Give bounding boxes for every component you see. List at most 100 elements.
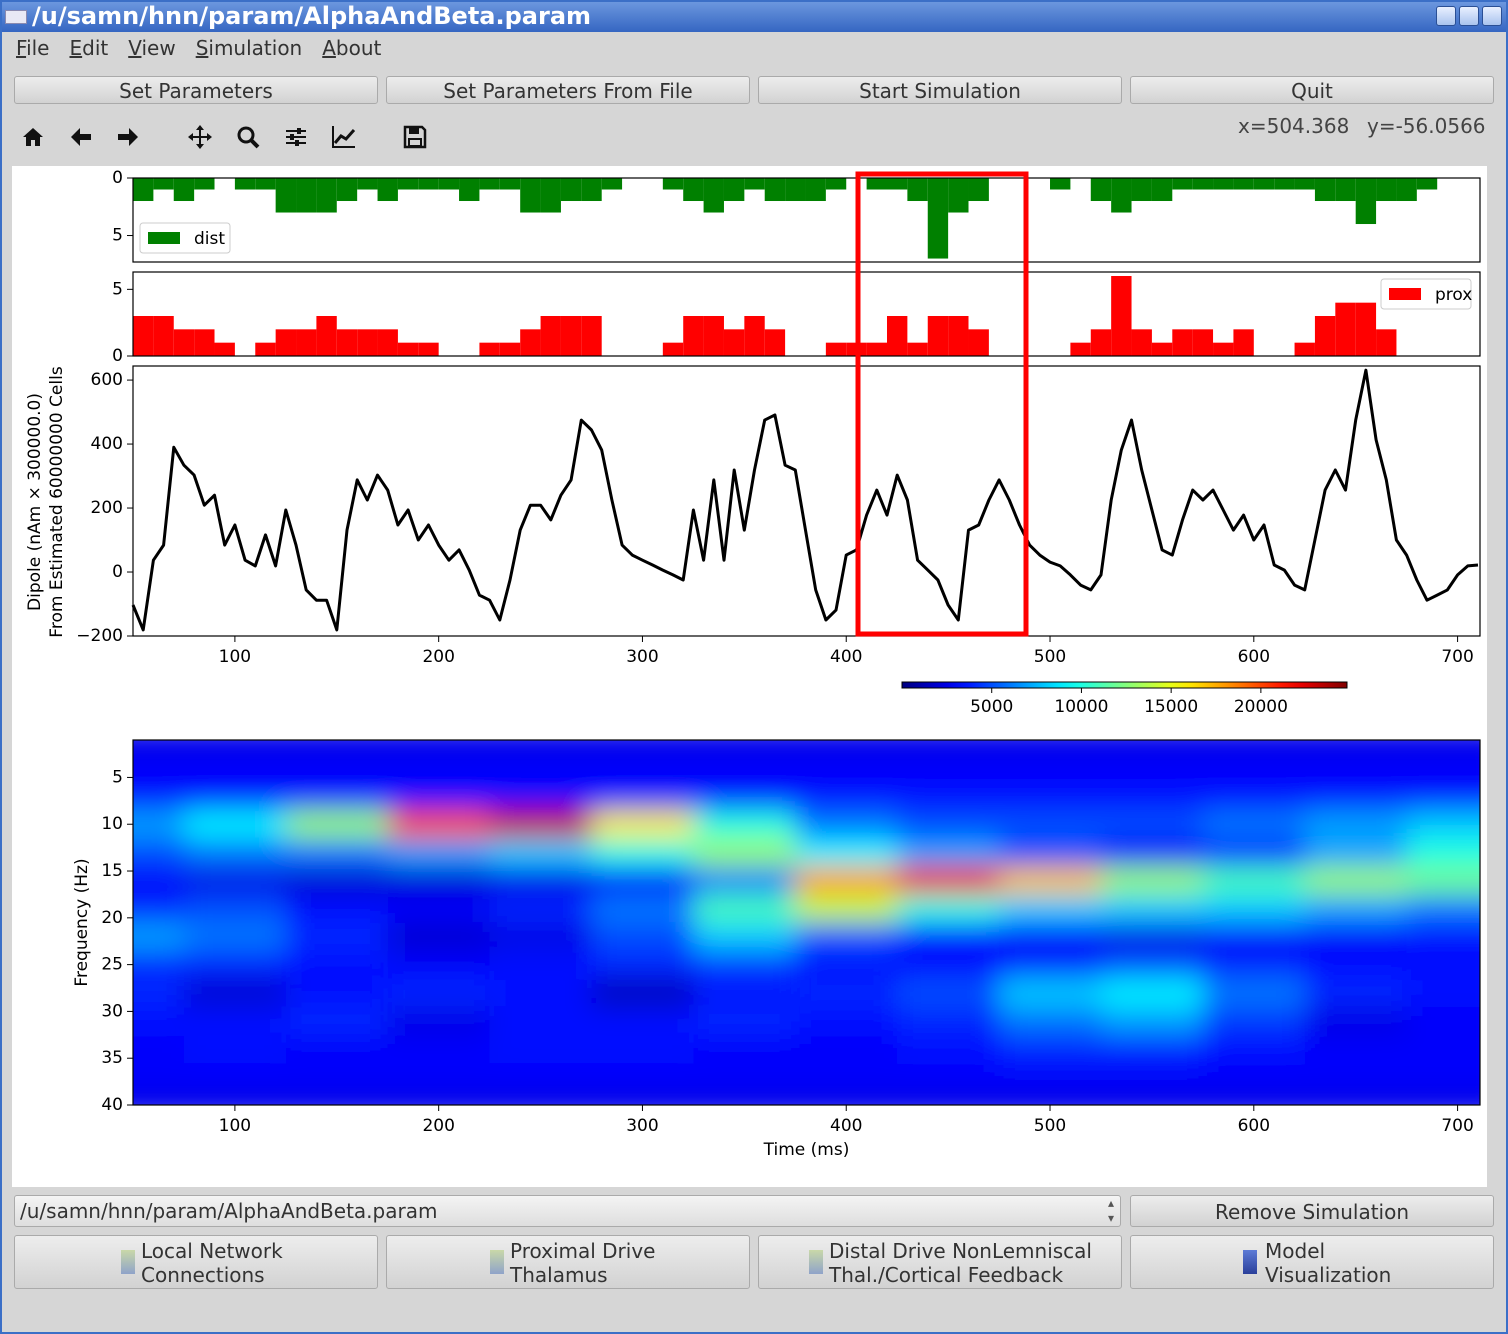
heatmap-cell bbox=[183, 1062, 287, 1092]
heatmap-cell bbox=[489, 1062, 593, 1092]
menu-item[interactable]: About bbox=[322, 36, 382, 60]
heatmap-cell bbox=[591, 1062, 694, 1092]
heatmap-cell bbox=[1304, 1062, 1408, 1092]
legend-swatch bbox=[148, 232, 180, 244]
heatmap-cell bbox=[693, 810, 796, 839]
heatmap-cell bbox=[183, 978, 287, 1008]
heatmap-cell bbox=[1304, 1006, 1408, 1036]
close-button[interactable] bbox=[1482, 6, 1502, 26]
configure-tool[interactable] bbox=[281, 122, 311, 152]
heatmap-cell bbox=[387, 782, 491, 811]
heatmap-cell bbox=[1406, 894, 1480, 923]
heatmap-cell bbox=[1100, 894, 1204, 923]
x-tick-label: 400 bbox=[830, 1116, 862, 1136]
heatmap-cell bbox=[387, 1034, 491, 1064]
heatmap-cell bbox=[591, 740, 694, 755]
heatmap-cell bbox=[1304, 740, 1408, 755]
menu-item[interactable]: File bbox=[16, 36, 50, 60]
bar bbox=[275, 329, 297, 356]
heatmap-cell bbox=[1100, 838, 1204, 867]
bar bbox=[234, 178, 256, 190]
panel-button[interactable]: Proximal Drive Thalamus bbox=[386, 1235, 750, 1289]
button[interactable]: Quit bbox=[1130, 76, 1494, 104]
maximize-button[interactable] bbox=[1459, 6, 1479, 26]
panel-button[interactable]: Local Network Connections bbox=[14, 1235, 378, 1289]
panel-label-line: Proximal Drive bbox=[510, 1239, 656, 1263]
y-tick-label: 200 bbox=[91, 498, 123, 518]
panel-label-line: Thal./Cortical Feedback bbox=[829, 1263, 1064, 1287]
heatmap-cell bbox=[1304, 866, 1408, 895]
heatmap-cell bbox=[897, 1034, 1000, 1064]
y-axis-label: From Estimated 60000000 Cells bbox=[47, 366, 67, 638]
window-title: /u/samn/hnn/param/AlphaAndBeta.param bbox=[32, 2, 592, 30]
heatmap-cell bbox=[795, 838, 898, 867]
legend-box bbox=[1380, 278, 1472, 310]
heatmap-cell bbox=[183, 922, 287, 952]
colorbar-tick-label: 10000 bbox=[1054, 697, 1108, 717]
bar bbox=[316, 178, 337, 213]
menu-bar: File Edit View Simulation About bbox=[4, 33, 389, 63]
zoom-tool[interactable] bbox=[233, 122, 263, 152]
x-tick-label: 300 bbox=[626, 647, 658, 667]
heatmap-cell bbox=[591, 950, 694, 980]
bar bbox=[1355, 178, 1377, 225]
button[interactable]: Remove Simulation bbox=[1130, 1195, 1494, 1227]
heatmap-cell bbox=[795, 1034, 898, 1064]
bar bbox=[601, 178, 623, 190]
bar bbox=[662, 178, 684, 190]
bar bbox=[438, 178, 460, 190]
pan-tool[interactable] bbox=[185, 122, 215, 152]
heatmap-cell bbox=[795, 754, 898, 783]
menu-item[interactable]: View bbox=[128, 36, 176, 60]
heatmap-cell bbox=[489, 894, 593, 923]
bar bbox=[540, 316, 561, 356]
bar bbox=[825, 342, 847, 356]
bar bbox=[357, 178, 378, 190]
bar bbox=[1294, 178, 1315, 190]
back-tool[interactable] bbox=[66, 122, 96, 152]
menu-item[interactable]: Edit bbox=[69, 36, 109, 60]
y-tick-label: 35 bbox=[101, 1048, 123, 1068]
heatmap-cell bbox=[1406, 866, 1480, 895]
panel-button[interactable]: Distal Drive NonLemniscal Thal./Cortical … bbox=[758, 1235, 1122, 1289]
panel-button[interactable]: Model Visualization bbox=[1130, 1235, 1494, 1289]
colorbar bbox=[901, 681, 1348, 689]
button[interactable]: Set Parameters From File bbox=[386, 76, 750, 104]
bar bbox=[1253, 178, 1275, 190]
cursor-y: y=-56.0566 bbox=[1367, 114, 1486, 138]
heatmap-cell bbox=[1202, 978, 1306, 1008]
axes-tool[interactable] bbox=[329, 122, 359, 152]
bar bbox=[296, 178, 317, 213]
bar bbox=[1172, 329, 1193, 356]
home-tool[interactable] bbox=[18, 122, 48, 152]
heatmap-cell bbox=[285, 978, 389, 1008]
bar bbox=[1111, 276, 1132, 356]
panel-label: Local Network Connections bbox=[141, 1239, 283, 1287]
bar bbox=[479, 342, 500, 356]
app-icon bbox=[5, 10, 27, 24]
heatmap-cell bbox=[387, 1090, 491, 1105]
bar bbox=[560, 178, 582, 202]
bar bbox=[886, 178, 908, 190]
bar bbox=[1376, 329, 1397, 356]
colorbar-tick-label: 15000 bbox=[1144, 697, 1198, 717]
panel-label-line: Distal Drive NonLemniscal bbox=[829, 1239, 1092, 1263]
menu-item[interactable]: Simulation bbox=[195, 36, 303, 60]
bar bbox=[948, 316, 969, 356]
file-select[interactable]: /u/samn/hnn/param/AlphaAndBeta.param ▴ ▾ bbox=[14, 1195, 1121, 1227]
minimize-button[interactable] bbox=[1436, 6, 1456, 26]
heatmap-cell bbox=[897, 866, 1000, 895]
x-tick-label: 100 bbox=[219, 647, 251, 667]
button[interactable]: Set Parameters bbox=[14, 76, 378, 104]
select-arrows: ▴ ▾ bbox=[1107, 1196, 1114, 1225]
bar bbox=[1192, 329, 1214, 356]
heatmap-cell bbox=[897, 740, 1000, 755]
save-tool[interactable] bbox=[400, 122, 430, 152]
forward-tool[interactable] bbox=[113, 122, 143, 152]
heatmap-cell bbox=[999, 740, 1102, 755]
heatmap-cell bbox=[1202, 838, 1306, 867]
file-select-text: /u/samn/hnn/param/AlphaAndBeta.param bbox=[20, 1199, 438, 1223]
heatmap-cell bbox=[133, 978, 185, 1008]
bar bbox=[275, 178, 297, 213]
button[interactable]: Start Simulation bbox=[758, 76, 1122, 104]
